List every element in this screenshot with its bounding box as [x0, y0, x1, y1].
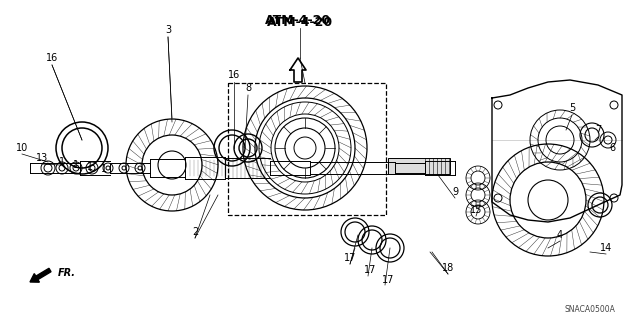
- Text: 18: 18: [442, 263, 454, 273]
- Text: SNACA0500A: SNACA0500A: [564, 305, 616, 314]
- Text: 9: 9: [452, 187, 458, 197]
- Text: 2: 2: [192, 227, 198, 237]
- Text: 3: 3: [165, 25, 171, 35]
- Text: 8: 8: [245, 83, 251, 93]
- Bar: [388, 158, 450, 174]
- Text: 1: 1: [87, 162, 93, 172]
- Text: ATM-4-20: ATM-4-20: [267, 15, 333, 28]
- Text: 6: 6: [609, 143, 615, 153]
- Text: 15: 15: [470, 205, 482, 215]
- Text: 7: 7: [595, 125, 601, 135]
- Text: 17: 17: [364, 265, 376, 275]
- Text: 16: 16: [228, 70, 240, 80]
- Text: 10: 10: [16, 143, 28, 153]
- Text: 4: 4: [557, 230, 563, 240]
- Text: 16: 16: [46, 53, 58, 63]
- Text: ATM-4-20: ATM-4-20: [265, 13, 331, 27]
- Text: 17: 17: [344, 253, 356, 263]
- Text: FR.: FR.: [58, 268, 76, 278]
- Text: 1: 1: [59, 157, 65, 167]
- Text: 1: 1: [101, 164, 107, 174]
- Text: 17: 17: [382, 275, 394, 285]
- Text: 13: 13: [36, 153, 48, 163]
- FancyArrow shape: [30, 268, 51, 282]
- Bar: [228, 83, 386, 215]
- Text: 1: 1: [73, 160, 79, 170]
- Text: 14: 14: [600, 243, 612, 253]
- Text: 5: 5: [569, 103, 575, 113]
